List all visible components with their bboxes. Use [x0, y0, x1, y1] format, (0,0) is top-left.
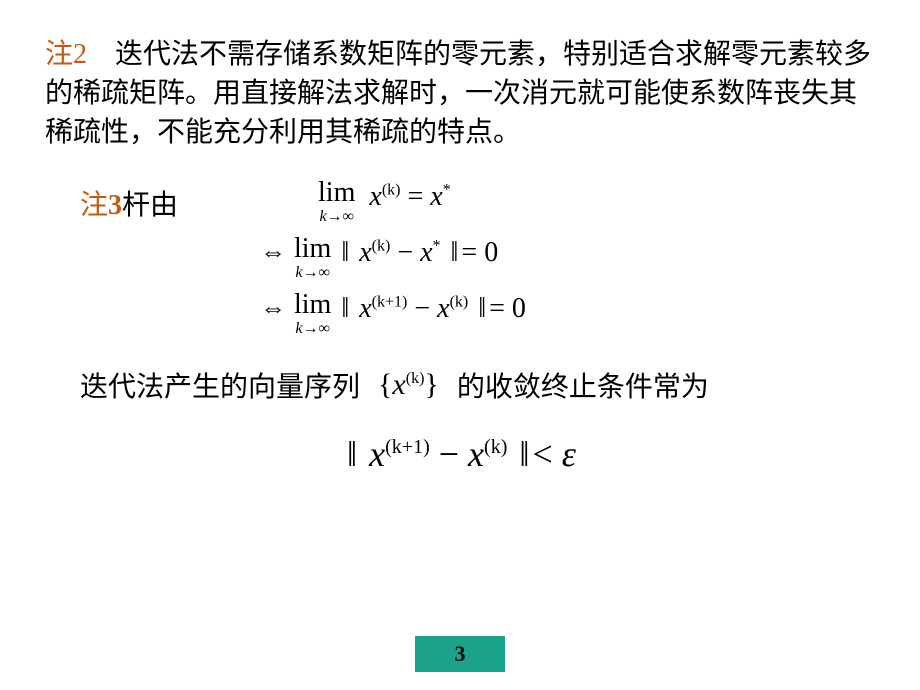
eq3-expr: ‖ x(k+1) − x(k) ‖= 0 [331, 291, 526, 325]
slide-content: 注2 迭代法不需存储系数矩阵的零元素，特别适合求解零元素较多的稀疏矩阵。用直接解… [0, 0, 920, 475]
lim-text: lim [318, 179, 355, 207]
note3-suffix: 杆由 [122, 190, 178, 221]
equation-1: lim k→∞ x(k) = x* [318, 179, 451, 225]
lim-operator: lim k→∞ [318, 179, 355, 225]
page-number: 3 [455, 641, 466, 667]
equiv-arrow: ⇔ [260, 235, 294, 267]
note3-prefix: 注 [80, 190, 108, 221]
sentence-part2: 的收敛终止条件常为 [457, 365, 709, 405]
note2-label: 注2 [45, 39, 87, 70]
note2-text: 迭代法不需存储系数矩阵的零元素，特别适合求解零元素较多的稀疏矩阵。用直接解法求解… [45, 39, 871, 148]
lim-sub: k→∞ [319, 209, 354, 225]
convergence-sentence: 迭代法产生的向量序列 {x(k)} 的收敛终止条件常为 [45, 365, 875, 405]
note3-num: 3 [108, 190, 122, 221]
equation-2: ⇔ lim k→∞ ‖ x(k) − x* ‖= 0 [260, 235, 875, 281]
sentence-part1: 迭代法产生的向量序列 [80, 365, 360, 405]
final-equation: ‖ x(k+1) − x(k) ‖< ε [45, 433, 875, 475]
eq2-expr: ‖ x(k) − x* ‖= 0 [331, 235, 498, 269]
equation-3: ⇔ lim k→∞ ‖ x(k+1) − x(k) ‖= 0 [260, 291, 875, 337]
sequence-brace: {x(k)} [360, 368, 457, 402]
eq1-rhs: x(k) = x* [362, 179, 450, 213]
equiv-arrow-2: ⇔ [260, 291, 294, 323]
page-number-badge: 3 [415, 636, 505, 672]
note3-row: 注3杆由 lim k→∞ x(k) = x* [45, 183, 875, 225]
lim-operator-2: lim k→∞ [294, 235, 331, 281]
note3-label: 注3杆由 [80, 183, 178, 223]
note2-paragraph: 注2 迭代法不需存储系数矩阵的零元素，特别适合求解零元素较多的稀疏矩阵。用直接解… [45, 35, 875, 153]
lim-operator-3: lim k→∞ [294, 291, 331, 337]
